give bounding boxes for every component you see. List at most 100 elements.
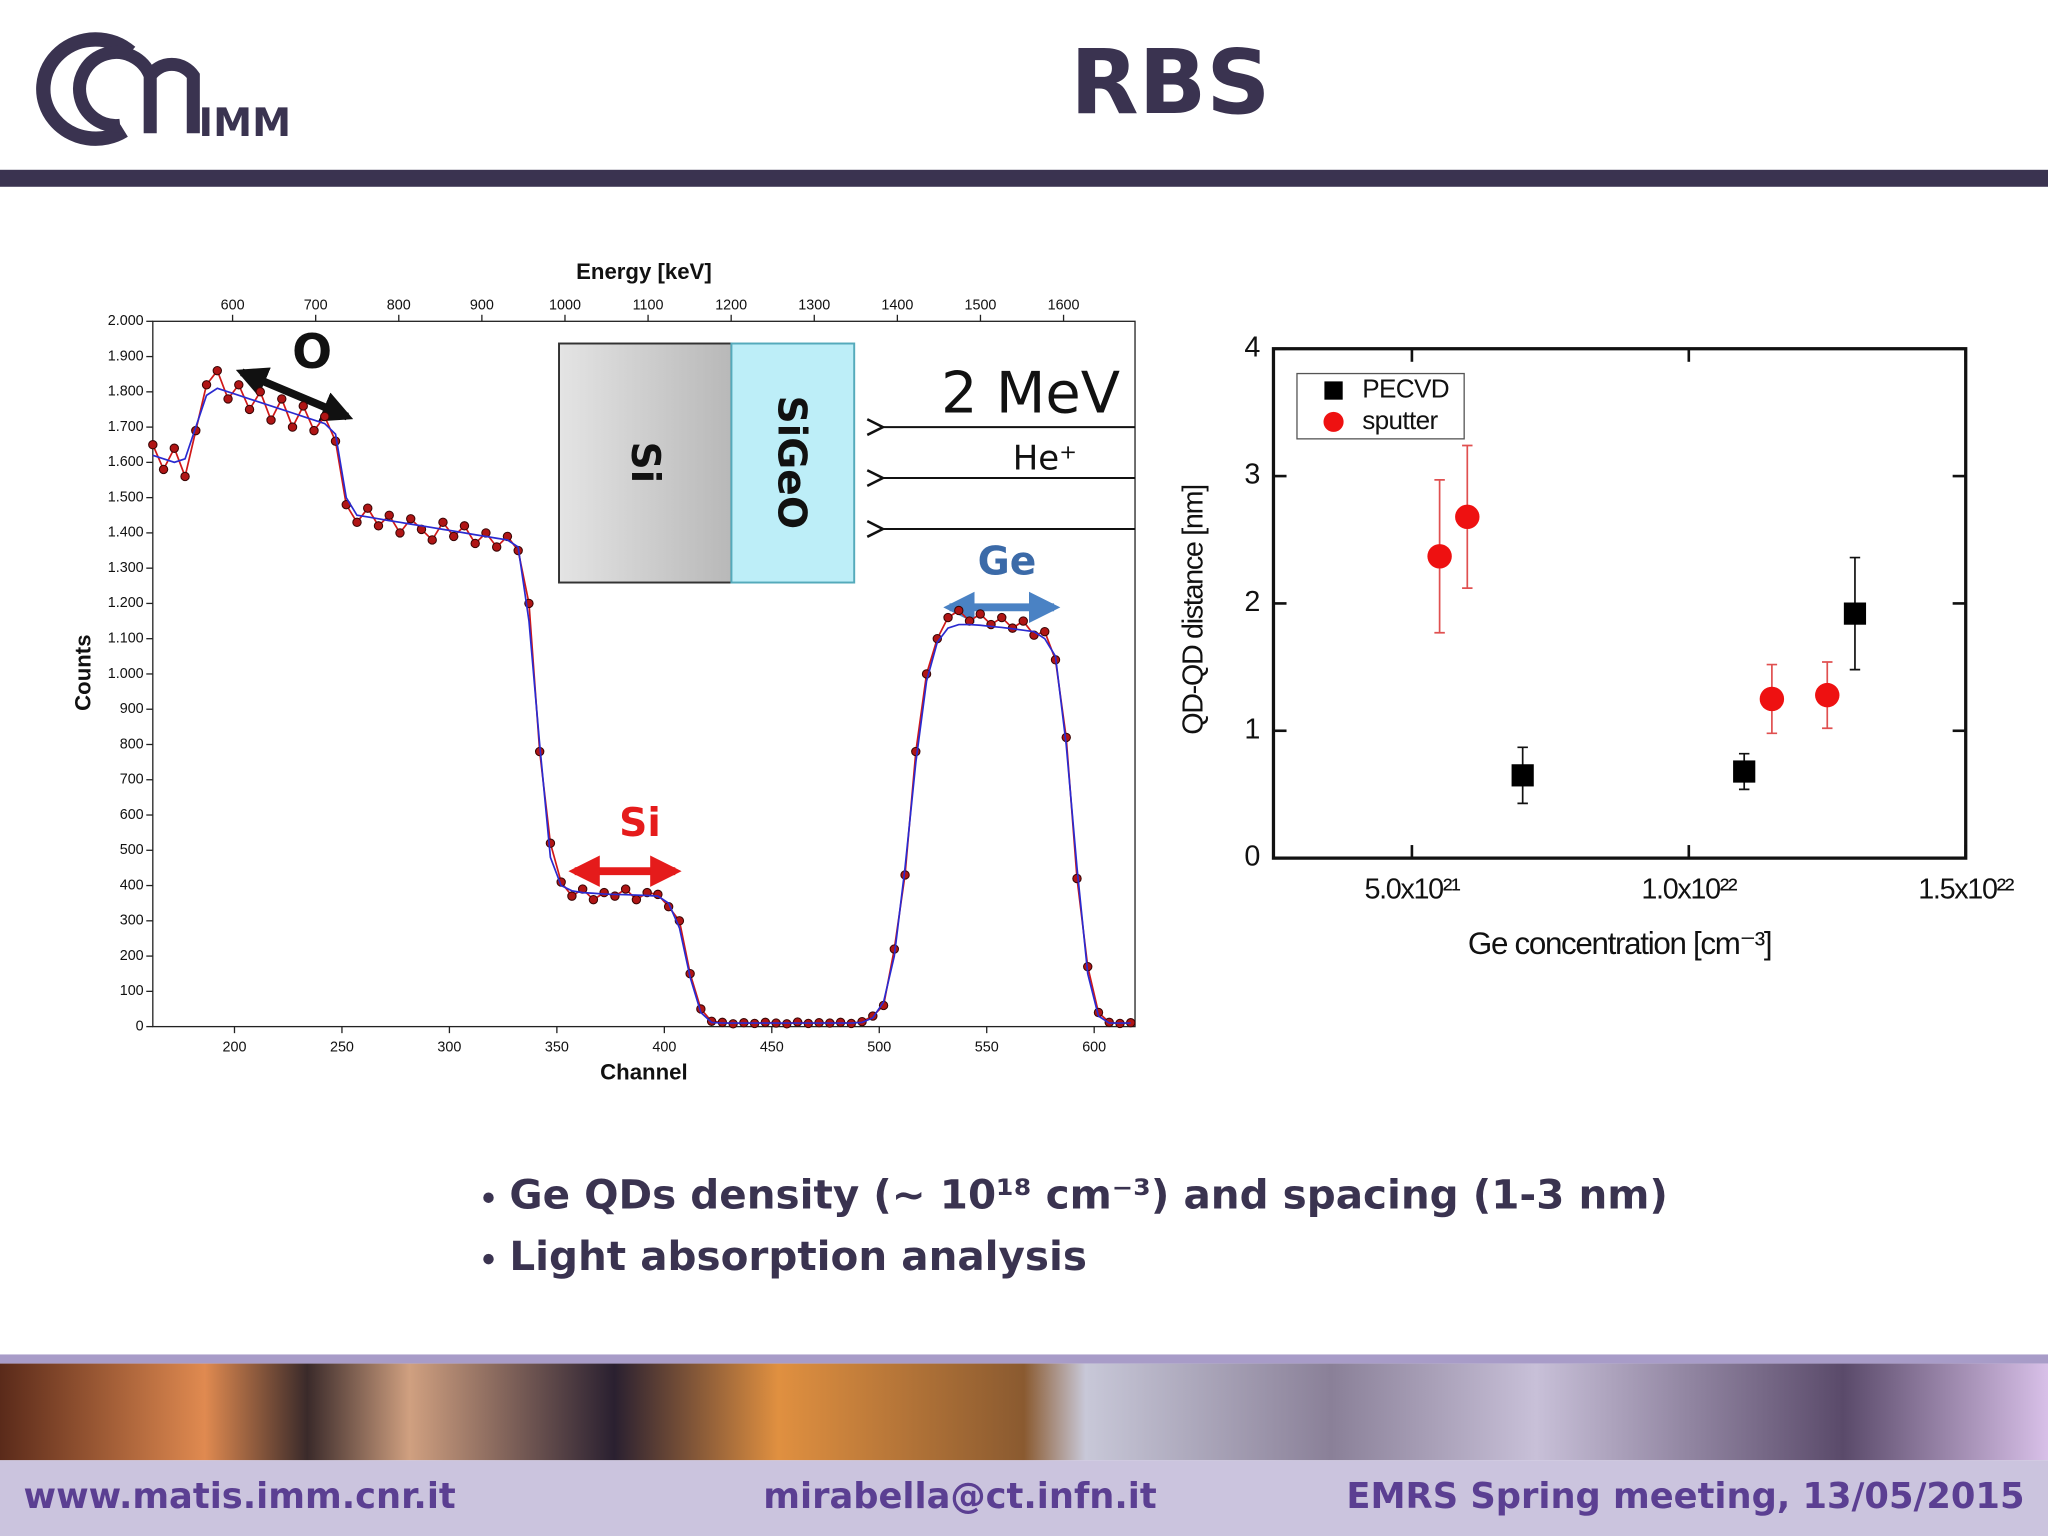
- x-tick-label: 1.5x10²²: [1918, 873, 2015, 905]
- data-point: [363, 503, 373, 513]
- slide-title: RBS: [1070, 31, 1270, 134]
- rbs-spectrum: Si SiGeO 2 MeV He⁺ O Si Ge Channel Energ…: [71, 259, 1136, 1084]
- y-tick-label: 500: [120, 842, 144, 858]
- si-layer: [558, 342, 733, 584]
- y-tick-label: 0: [1244, 841, 1260, 873]
- x-tick-label: 250: [330, 1039, 354, 1055]
- annotation: Ge: [978, 540, 1037, 585]
- y-tick-label: 1.800: [108, 384, 144, 400]
- data-point: [588, 894, 599, 905]
- series-line: [152, 387, 1131, 1024]
- y-tick-label: 1.200: [108, 595, 144, 611]
- data-point: [287, 422, 298, 432]
- x-tick-label: 1.0x10²²: [1641, 873, 1738, 905]
- data-point: [244, 404, 255, 415]
- y-tick-label: 200: [120, 948, 144, 964]
- x2-tick-label: 700: [304, 297, 328, 313]
- y-tick-label: 2: [1244, 586, 1260, 618]
- data-point: [911, 746, 921, 757]
- x2-tick-label: 1500: [964, 297, 996, 313]
- x2-tick-label: 1100: [633, 297, 664, 313]
- x-tick-label: 400: [652, 1039, 676, 1055]
- legend-label: sputter: [1362, 405, 1438, 435]
- data-point: [631, 894, 642, 905]
- data-point: [545, 838, 556, 848]
- data-point: [1018, 616, 1028, 626]
- bullet: Light absorption analysis: [509, 1232, 1087, 1280]
- data-point: [610, 891, 620, 901]
- data-point: [384, 510, 394, 520]
- y-tick-label: 100: [120, 983, 144, 999]
- data-point: [234, 380, 244, 390]
- data-point: [997, 612, 1007, 623]
- data-point: [255, 387, 265, 397]
- y-tick-label: 1.600: [108, 454, 144, 470]
- data-point: [1843, 602, 1867, 625]
- y-tick-label: 0: [136, 1018, 144, 1034]
- data-point: [201, 380, 212, 390]
- data-point: [373, 521, 384, 531]
- x-tick-label: 550: [975, 1039, 999, 1055]
- logo: IMM: [36, 32, 292, 146]
- x2-tick-label: 1200: [715, 297, 747, 313]
- x2-tick-label: 600: [221, 297, 245, 313]
- y-tick-label: 1.300: [108, 560, 144, 576]
- footer-bar: [0, 1460, 2048, 1536]
- data-point: [1511, 764, 1534, 787]
- data-point: [148, 440, 158, 450]
- sigeo-layer: [730, 342, 856, 584]
- legend-marker: [1324, 381, 1343, 400]
- data-point: [1455, 504, 1480, 530]
- data-point: [470, 538, 480, 549]
- y-tick-label: 900: [120, 701, 144, 717]
- x-tick-label: 300: [437, 1039, 461, 1055]
- y-tick-label: 4: [1244, 331, 1260, 363]
- data-point: [395, 528, 405, 538]
- logo-text: IMM: [199, 101, 292, 146]
- data-point: [1733, 760, 1756, 783]
- x-tick-label: 350: [545, 1039, 569, 1055]
- y-tick-label: 800: [120, 736, 144, 752]
- header-bar: [0, 169, 2048, 187]
- photo-strip: [0, 1363, 2048, 1461]
- ion-label: He⁺: [1013, 438, 1077, 478]
- y-tick-label: 2.000: [108, 313, 144, 329]
- data-point: [1427, 544, 1452, 569]
- footer-line: [0, 1354, 2048, 1364]
- data-point: [1759, 686, 1785, 712]
- y-tick-label: 1.000: [108, 666, 144, 682]
- x2-tick-label: 900: [470, 297, 494, 313]
- footer-text: www.matis.imm.cnr.it: [24, 1476, 456, 1517]
- x2-tick-label: 1000: [549, 297, 581, 313]
- distance-chart: Ge concentration [cm⁻³] QD-QD distance […: [1178, 331, 2017, 961]
- data-point: [427, 535, 437, 545]
- y-tick-label: 700: [120, 772, 144, 788]
- y-tick-label: 1: [1244, 713, 1260, 745]
- data-point: [320, 411, 330, 422]
- layer-label: Si: [622, 442, 667, 484]
- y-tick-label: 300: [120, 913, 144, 929]
- data-point: [975, 609, 985, 619]
- x-tick-label: 5.0x10²¹: [1364, 873, 1460, 905]
- data-point: [223, 394, 233, 404]
- footer-text: mirabella@ct.infn.it: [763, 1476, 1157, 1517]
- data-point: [599, 887, 609, 898]
- footer-text: EMRS Spring meeting, 13/05/2015: [1346, 1476, 2024, 1517]
- x-tick-label: 450: [760, 1039, 784, 1055]
- data-point: [277, 394, 287, 404]
- x-axis-label: Channel: [600, 1059, 688, 1084]
- x2-tick-label: 1400: [881, 297, 913, 313]
- data-point: [459, 521, 470, 531]
- annotation: O: [292, 325, 332, 380]
- y-tick-label: 1.100: [108, 630, 144, 646]
- x2-tick-label: 800: [387, 297, 411, 313]
- x2-axis-label: Energy [keV]: [576, 259, 712, 284]
- legend-label: PECVD: [1362, 373, 1449, 403]
- data-point: [567, 891, 577, 901]
- data-point: [158, 464, 169, 475]
- data-point: [169, 443, 180, 453]
- data-point: [792, 1017, 803, 1027]
- x-tick-label: 600: [1082, 1039, 1106, 1055]
- y-tick-label: 1.400: [108, 525, 144, 541]
